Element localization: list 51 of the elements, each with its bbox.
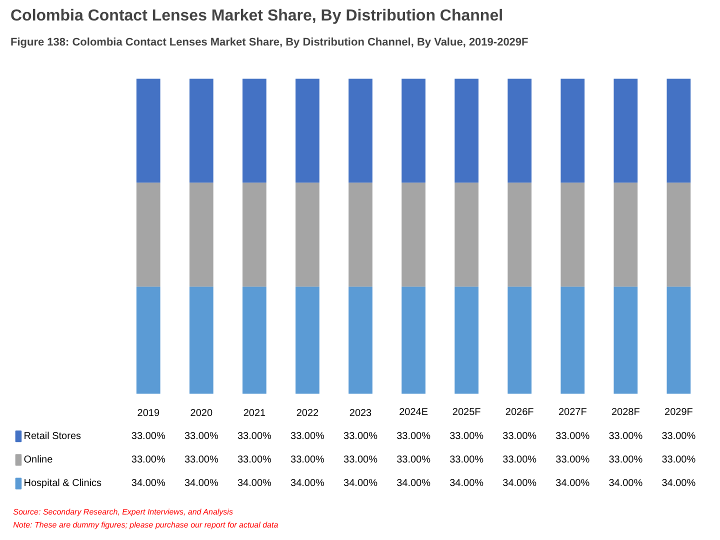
chart-title: Colombia Contact Lenses Market Share, By Distribution Channel: [10, 8, 504, 24]
data-label: 34.00%: [344, 478, 378, 490]
data-label: 33.00%: [131, 430, 166, 442]
source-note: Source: Secondary Research, Expert Interviews, and Analysis: [13, 507, 233, 516]
legend-label: Hospital & Clinics: [24, 478, 102, 490]
data-label: 34.00%: [184, 478, 218, 490]
data-label: 34.00%: [450, 478, 484, 490]
data-label: 33.00%: [290, 430, 325, 442]
chart-subtitle: Figure 138: Colombia Contact Lenses Market Share, By Distribution Channel, By Value, 2019-2029F: [10, 36, 529, 48]
x-tick-label: 2019: [137, 408, 160, 420]
data-label: 34.00%: [662, 478, 696, 490]
x-tick-label: 2024E: [399, 407, 428, 418]
x-tick-label: 2022: [296, 408, 320, 420]
legend-label: Online: [24, 454, 54, 466]
data-label: 33.00%: [290, 454, 325, 466]
data-label: 33.00%: [608, 454, 643, 466]
data-label: 34.00%: [396, 478, 431, 490]
data-label: 33.00%: [608, 430, 643, 442]
data-label: 33.00%: [396, 430, 431, 442]
legend-label: Retail Stores: [24, 430, 82, 442]
x-tick-label: 2025F: [452, 407, 481, 418]
data-label: 34.00%: [608, 478, 643, 490]
data-label: 33.00%: [556, 454, 590, 466]
x-tick-label: 2027F: [558, 407, 587, 418]
x-tick-label: 2023: [349, 408, 372, 420]
data-label: 34.00%: [502, 478, 537, 490]
data-label: 34.00%: [290, 478, 325, 490]
text: Note: These are dummy figures; please purchase our report for actual data: [13, 520, 279, 530]
data-label: 34.00%: [131, 478, 166, 490]
data-label: 34.00%: [556, 478, 590, 490]
data-label: 33.00%: [450, 454, 484, 466]
data-label: 33.00%: [237, 430, 272, 442]
data-label: 33.00%: [450, 430, 484, 442]
data-label: 33.00%: [344, 430, 378, 442]
data-label: 33.00%: [502, 454, 537, 466]
x-tick-label: 2021: [243, 408, 266, 420]
data-label: 33.00%: [184, 454, 218, 466]
data-label: 33.00%: [662, 430, 696, 442]
data-label: 33.00%: [131, 454, 166, 466]
data-label: 33.00%: [556, 430, 590, 442]
data-label: 33.00%: [184, 430, 218, 442]
x-tick-label: 2020: [190, 408, 213, 420]
x-tick-label: 2029F: [664, 407, 693, 418]
data-label: 33.00%: [662, 454, 696, 466]
data-label: 33.00%: [396, 454, 431, 466]
data-label: 34.00%: [237, 478, 272, 490]
data-label: 33.00%: [237, 454, 272, 466]
x-tick-label: 2026F: [505, 407, 534, 418]
data-label: 33.00%: [502, 430, 537, 442]
x-tick-label: 2028F: [611, 407, 640, 418]
data-label: 33.00%: [344, 454, 378, 466]
